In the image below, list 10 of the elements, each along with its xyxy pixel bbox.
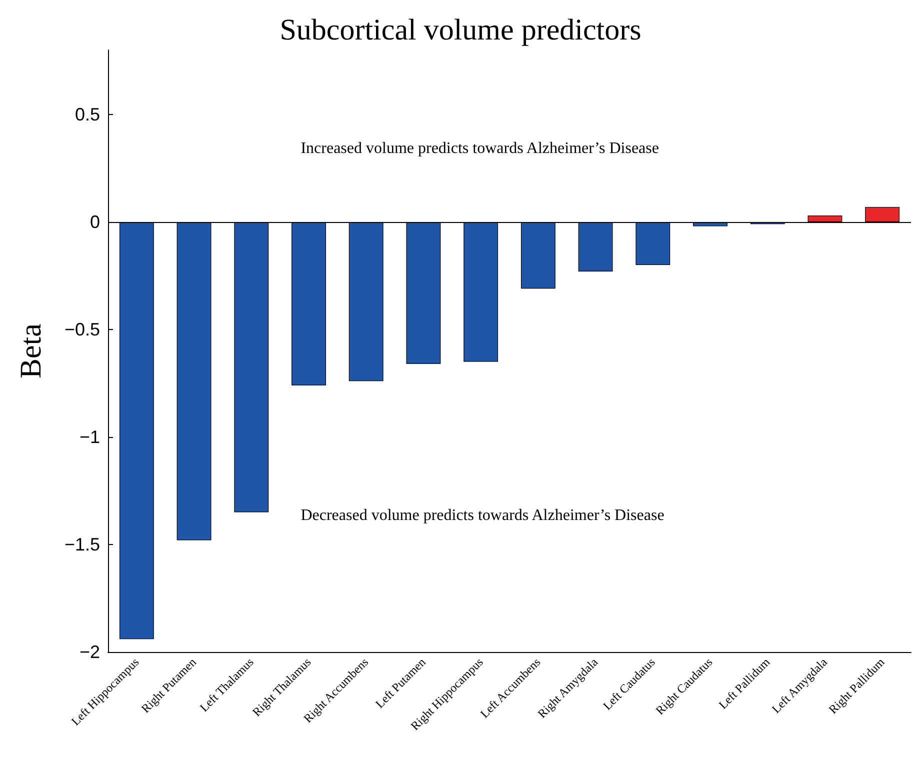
y-axis-title: Beta: [14, 324, 48, 378]
y-tick-label: 0: [90, 212, 100, 232]
chart-title: Subcortical volume predictors: [280, 14, 642, 46]
y-tick-label: −0.5: [64, 320, 100, 340]
y-tick-label: −1.5: [64, 534, 100, 554]
annotation: Increased volume predicts towards Alzheimer’s Disease: [300, 140, 659, 157]
annotation: Decreased volume predicts towards Alzheimer’s Disease: [300, 507, 664, 524]
y-tick-label: −1: [79, 427, 100, 447]
y-tick-label: −2: [79, 642, 100, 662]
y-tick-label: 0.5: [74, 104, 100, 124]
